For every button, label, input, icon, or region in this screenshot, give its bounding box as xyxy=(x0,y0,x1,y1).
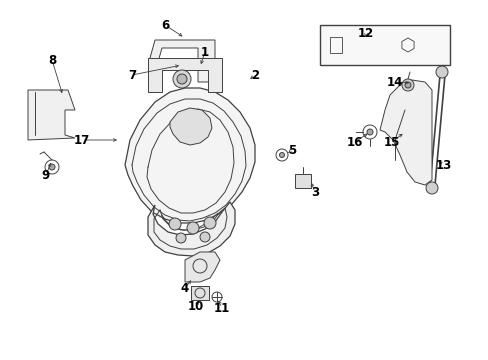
Polygon shape xyxy=(150,40,215,82)
Circle shape xyxy=(366,129,372,135)
Circle shape xyxy=(425,182,437,194)
Circle shape xyxy=(49,164,55,170)
Polygon shape xyxy=(148,202,235,256)
Text: 7: 7 xyxy=(128,68,136,81)
Text: 1: 1 xyxy=(201,45,209,59)
Circle shape xyxy=(401,79,413,91)
Polygon shape xyxy=(379,80,431,185)
Text: 2: 2 xyxy=(250,68,259,81)
Circle shape xyxy=(435,66,447,78)
Text: 9: 9 xyxy=(42,168,50,181)
Bar xyxy=(319,25,449,65)
Polygon shape xyxy=(125,88,254,223)
Text: 15: 15 xyxy=(383,135,399,149)
Text: 6: 6 xyxy=(161,18,169,32)
Circle shape xyxy=(177,74,186,84)
Bar xyxy=(294,174,310,188)
Text: 5: 5 xyxy=(287,144,296,157)
Polygon shape xyxy=(28,90,75,140)
Polygon shape xyxy=(184,252,220,282)
Text: 13: 13 xyxy=(435,158,451,171)
Text: 14: 14 xyxy=(386,76,403,89)
Text: 16: 16 xyxy=(346,135,363,149)
Polygon shape xyxy=(170,108,212,145)
Text: 12: 12 xyxy=(357,27,373,40)
Text: 11: 11 xyxy=(213,302,230,315)
Text: 4: 4 xyxy=(181,282,189,294)
Circle shape xyxy=(186,222,199,234)
Circle shape xyxy=(200,232,209,242)
Bar xyxy=(329,37,341,53)
Circle shape xyxy=(173,70,191,88)
Text: 10: 10 xyxy=(187,300,203,312)
Circle shape xyxy=(203,217,216,229)
Polygon shape xyxy=(148,58,222,92)
Text: 3: 3 xyxy=(310,185,318,198)
Text: 17: 17 xyxy=(74,134,90,147)
Bar xyxy=(191,286,208,300)
Circle shape xyxy=(404,82,410,88)
Text: 8: 8 xyxy=(48,54,56,67)
Circle shape xyxy=(279,153,284,158)
Circle shape xyxy=(169,218,181,230)
Circle shape xyxy=(176,233,185,243)
